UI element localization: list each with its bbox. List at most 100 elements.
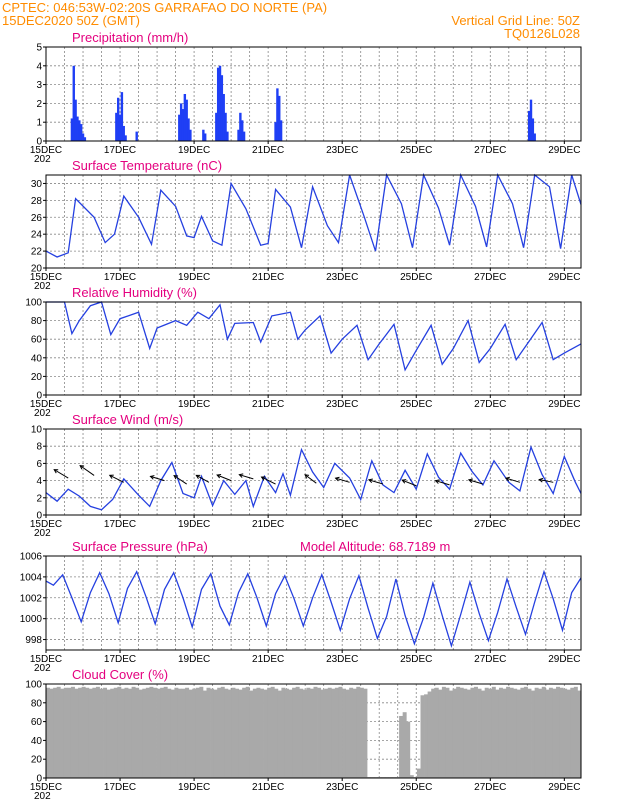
- pressure-ytick-label: 998: [25, 635, 42, 646]
- cloud-bar: [88, 688, 93, 778]
- precip-xtick-label: 29DEC: [548, 145, 580, 156]
- precip-bar: [224, 112, 227, 141]
- cloud-bar: [534, 687, 539, 778]
- cloud-bar: [299, 688, 304, 778]
- wind-arrow-shaft: [304, 474, 317, 484]
- cloud-bar: [309, 688, 314, 778]
- cloud-bar: [260, 688, 264, 778]
- precip-bar: [220, 75, 224, 141]
- precip-title: Precipitation (mm/h): [72, 30, 188, 45]
- wind-arrow-head: [108, 474, 114, 479]
- precip-bar: [531, 118, 535, 141]
- cloud-bar: [156, 688, 161, 778]
- cloud-bar: [463, 688, 468, 778]
- wind-arrow-shaft: [505, 477, 521, 483]
- cloud-bar: [513, 688, 518, 778]
- pressure-ytick-label: 1006: [20, 552, 43, 563]
- wind-arrow-head: [401, 479, 407, 484]
- rh-xtick-label: 19DEC: [178, 399, 210, 410]
- cloud-bar: [185, 687, 190, 778]
- cloud-bar: [420, 695, 425, 778]
- cloud-bar: [520, 687, 525, 778]
- temp-xtick-label: 27DEC: [474, 272, 506, 283]
- cloud-bar: [210, 688, 215, 778]
- temp-xtick-label: 23DEC: [326, 272, 358, 283]
- wind-panel: 0 2 4 6 8 10 15DEC 17DEC 19DEC 21DEC 23DEC 25DEC 27D…: [30, 412, 582, 539]
- cloud-bar: [466, 689, 471, 778]
- cloud-bar: [470, 687, 475, 778]
- cloud-panel: 0 20 40 60 80 100 15DEC 17DEC 19DEC 21DEC 23DEC 25D…: [25, 667, 582, 800]
- cloud-bar: [245, 686, 250, 778]
- precip-bar: [78, 120, 81, 141]
- pressure-xtick-label: 15DEC: [30, 654, 62, 665]
- cloud-bar: [124, 687, 129, 778]
- temp-title: Surface Temperature (nC): [72, 158, 222, 173]
- cloud-bar: [349, 687, 354, 778]
- cloud-bar: [270, 686, 275, 778]
- wind-year-label: 202: [34, 528, 51, 539]
- precip-bar: [202, 129, 205, 141]
- header-date: 15DEC2020 50Z (GMT): [2, 13, 140, 28]
- pressure-frame: [45, 555, 582, 651]
- temp-xtick-label: 15DEC: [30, 272, 62, 283]
- cloud-bar: [538, 688, 543, 778]
- cloud-bar: [495, 689, 500, 778]
- cloud-bar: [509, 687, 514, 778]
- panels: 0 1 2 3 4 5 15DEC 17DEC 19DEC 21DEC 23DEC 25DEC 27DE…: [20, 30, 582, 800]
- cloud-ytick-label: 100: [25, 680, 42, 691]
- cloud-bar: [113, 687, 118, 778]
- precip-bar: [242, 131, 246, 141]
- rh-xtick-label: 27DEC: [474, 399, 506, 410]
- wind-xtick-label: 27DEC: [474, 519, 506, 530]
- cloud-bar: [459, 687, 464, 778]
- precip-bar: [215, 112, 218, 141]
- precip-bar: [81, 133, 85, 141]
- wind-arrow-head: [367, 478, 373, 484]
- pressure-xtick-label: 23DEC: [326, 654, 358, 665]
- rh-xtick-label: 17DEC: [104, 399, 136, 410]
- precip-xtick-label: 15DEC: [30, 145, 62, 156]
- cloud-bar: [474, 686, 478, 778]
- cloud-ytick-label: 40: [31, 736, 43, 747]
- cloud-bar: [160, 687, 165, 778]
- rh-title: Relative Humidity (%): [72, 285, 197, 300]
- pressure-year-label: 202: [34, 663, 51, 674]
- precip-bar: [181, 109, 185, 141]
- precip-bar: [116, 97, 120, 141]
- cloud-bar: [481, 690, 486, 778]
- cloud-bar: [49, 688, 54, 778]
- cloud-bar: [99, 688, 104, 778]
- precip-bar: [278, 95, 281, 141]
- rh-xtick-label: 21DEC: [252, 399, 284, 410]
- pressure-ytick-label: 1002: [20, 593, 43, 604]
- pressure-ytick-label: 1000: [20, 614, 43, 625]
- cloud-bar: [306, 687, 311, 778]
- wind-ytick-label: 4: [36, 476, 42, 487]
- cloud-bar: [502, 688, 507, 778]
- cloud-bar: [427, 691, 432, 778]
- cloud-bar: [324, 688, 329, 778]
- cloud-bar: [188, 689, 193, 778]
- cloud-xtick-label: 21DEC: [252, 782, 284, 793]
- cloud-bar: [338, 686, 343, 778]
- precip-bar: [237, 129, 240, 141]
- cloud-bar: [284, 688, 289, 778]
- rh-ytick-label: 100: [25, 298, 42, 309]
- precip-bar: [120, 92, 124, 141]
- wind-arrow-shaft: [368, 479, 384, 485]
- cloud-bar: [95, 686, 100, 778]
- temp-frame: [45, 174, 582, 269]
- wind-arrow-head: [538, 477, 544, 483]
- cloud-ytick-label: 0: [36, 774, 42, 785]
- precip-ytick-label: 5: [36, 43, 42, 54]
- cloud-bar: [409, 775, 414, 778]
- pressure-panel: 998 1000 1002 1004 1006 15DEC 17DEC 19DEC 21DEC 2…: [20, 539, 582, 674]
- cloud-bar: [531, 690, 536, 778]
- wind-arrow-head: [149, 475, 155, 480]
- cloud-bar: [92, 687, 97, 778]
- wind-series-line: [45, 445, 582, 511]
- cloud-bar: [563, 688, 568, 778]
- cloud-bar: [506, 686, 511, 778]
- wind-arrow-shaft: [196, 474, 210, 483]
- cloud-bar: [302, 689, 307, 778]
